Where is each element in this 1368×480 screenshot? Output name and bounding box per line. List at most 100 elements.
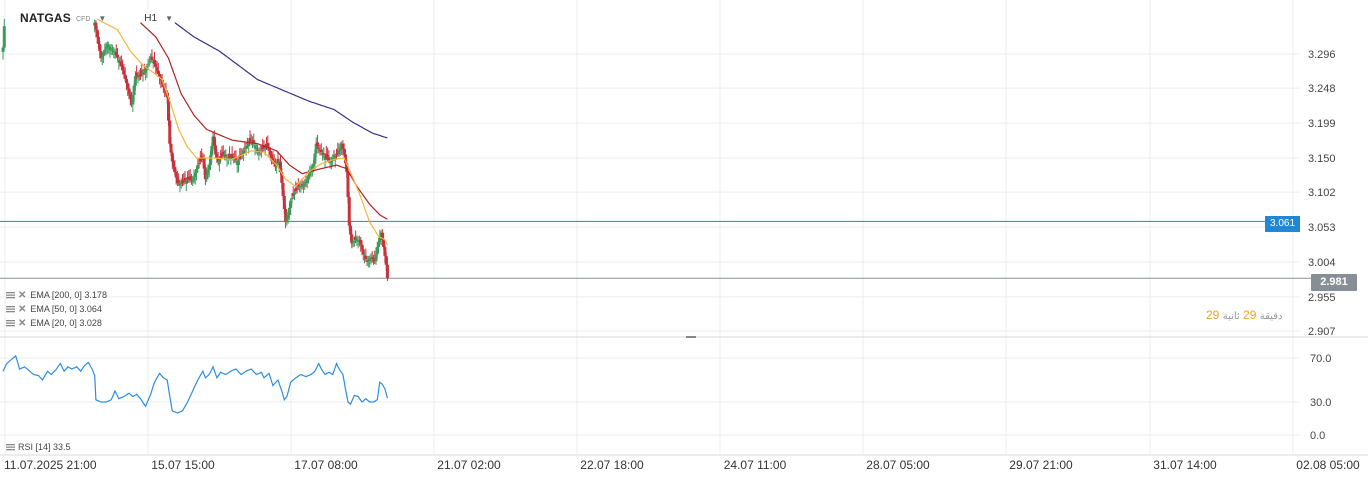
timeframe-dropdown-icon[interactable]: ▼: [165, 13, 174, 23]
candle-body: [252, 140, 256, 143]
candle-countdown: دقيقة 29 ثانية 29: [1206, 308, 1282, 322]
candle-body: [197, 163, 201, 165]
candle-body: [177, 180, 181, 183]
legend-rsi[interactable]: RSI [14] 33.5: [6, 441, 71, 453]
candle-body: [229, 157, 233, 160]
rsi-panel: [2, 354, 388, 414]
candle-body: [349, 225, 353, 235]
candle-body: [117, 59, 121, 63]
candle-body: [220, 153, 224, 157]
candle-body: [247, 142, 251, 147]
candle-body: [119, 61, 123, 67]
last-price-badge: 2.981: [1311, 274, 1357, 291]
candle-body: [268, 150, 272, 155]
candle-body: [217, 159, 221, 164]
axes: 3.296 3.248 3.199 3.150 3.102 3.053 3.004 2.955…: [0, 49, 1368, 472]
remove-indicator-icon[interactable]: ✕: [18, 303, 27, 315]
timeframe-selector[interactable]: H1: [144, 12, 158, 24]
candle-body: [364, 255, 368, 259]
remove-indicator-icon[interactable]: ✕: [18, 289, 27, 301]
candle-body: [322, 153, 326, 155]
candle-body: [214, 145, 218, 155]
candle-body: [319, 149, 323, 153]
candle-body: [95, 29, 99, 37]
grid: [0, 0, 1300, 455]
candle-body: [183, 177, 187, 182]
candle-body: [312, 163, 316, 167]
candle-body: [271, 157, 275, 161]
candle-body: [121, 66, 125, 71]
candle-body: [280, 172, 284, 183]
symbol-tag: CFD: [75, 16, 91, 23]
candle-body: [116, 54, 120, 58]
candle-body: [375, 246, 379, 255]
candle-body: [303, 183, 307, 185]
rsi-tick-label: 30.0: [1310, 397, 1331, 409]
candle-body: [295, 188, 299, 190]
indicator-settings-icon[interactable]: [6, 305, 15, 313]
candle-body: [104, 46, 108, 50]
level-price-badge[interactable]: 3.061: [1265, 216, 1300, 232]
remove-indicator-icon[interactable]: ✕: [18, 317, 27, 329]
candle-body: [294, 188, 298, 192]
candle-body: [352, 241, 356, 243]
time-tick-label: 15.07 15:00: [151, 458, 215, 472]
candle-body: [207, 165, 211, 170]
candle-body: [155, 67, 159, 71]
candle-body: [156, 70, 160, 74]
symbol-name[interactable]: NATGAS: [20, 11, 71, 25]
candle-body: [237, 161, 241, 166]
candle-body: [384, 255, 388, 265]
candle-body: [205, 174, 209, 180]
price-tick-label: 3.248: [1308, 83, 1336, 95]
rsi-tick-label: 70.0: [1310, 353, 1331, 365]
indicator-settings-icon[interactable]: [6, 319, 15, 327]
candle-body: [126, 83, 130, 89]
candle-body: [267, 147, 271, 151]
candle-body: [313, 153, 317, 164]
candle-body: [2, 26, 6, 48]
legend-ema50[interactable]: ✕ EMA [50, 0] 3.064: [6, 303, 102, 315]
time-tick-label: 21.07 02:00: [437, 458, 501, 472]
candle-body: [168, 120, 172, 144]
candle-body: [219, 156, 223, 158]
price-tick-label: 3.053: [1308, 222, 1336, 234]
candle-body: [172, 161, 176, 167]
candle-body: [270, 154, 274, 158]
candle-body: [110, 49, 114, 51]
candle-body: [198, 158, 202, 162]
candle-body: [287, 207, 291, 215]
candle-body: [281, 182, 285, 196]
indicator-settings-icon[interactable]: [6, 291, 15, 299]
ema200-line: [174, 22, 388, 139]
price-tick-label: 3.150: [1308, 153, 1336, 165]
candle-body: [210, 146, 214, 156]
candle-body: [345, 163, 349, 173]
price-tick-label: 2.955: [1308, 292, 1336, 304]
candle-body: [179, 182, 183, 184]
candle-body: [150, 56, 154, 61]
candle-body: [98, 44, 102, 52]
candle-body: [191, 180, 195, 182]
candle-body: [112, 51, 116, 53]
candle-body: [263, 147, 267, 150]
legend-ema20[interactable]: ✕ EMA [20, 0] 3.028: [6, 317, 102, 329]
candle-body: [161, 83, 165, 87]
symbol-dropdown-icon[interactable]: ▼: [98, 13, 107, 23]
candle-body: [286, 214, 290, 219]
ema20-label: EMA [20, 0] 3.028: [30, 318, 102, 328]
candle-body: [378, 237, 382, 243]
legend-ema200[interactable]: ✕ EMA [200, 0] 3.178: [6, 289, 107, 301]
candle-body: [338, 147, 342, 151]
candle-body: [279, 161, 283, 173]
candle-body: [323, 156, 327, 161]
candle-body: [178, 182, 182, 186]
candle-body: [238, 155, 242, 159]
ema50-label: EMA [50, 0] 3.064: [30, 304, 102, 314]
candle-body: [127, 88, 131, 94]
price-tick-label: 2.907: [1308, 326, 1336, 338]
countdown-seconds-label: ثانية: [1222, 311, 1240, 322]
indicator-settings-icon[interactable]: [6, 443, 15, 451]
candle-body: [314, 143, 318, 154]
